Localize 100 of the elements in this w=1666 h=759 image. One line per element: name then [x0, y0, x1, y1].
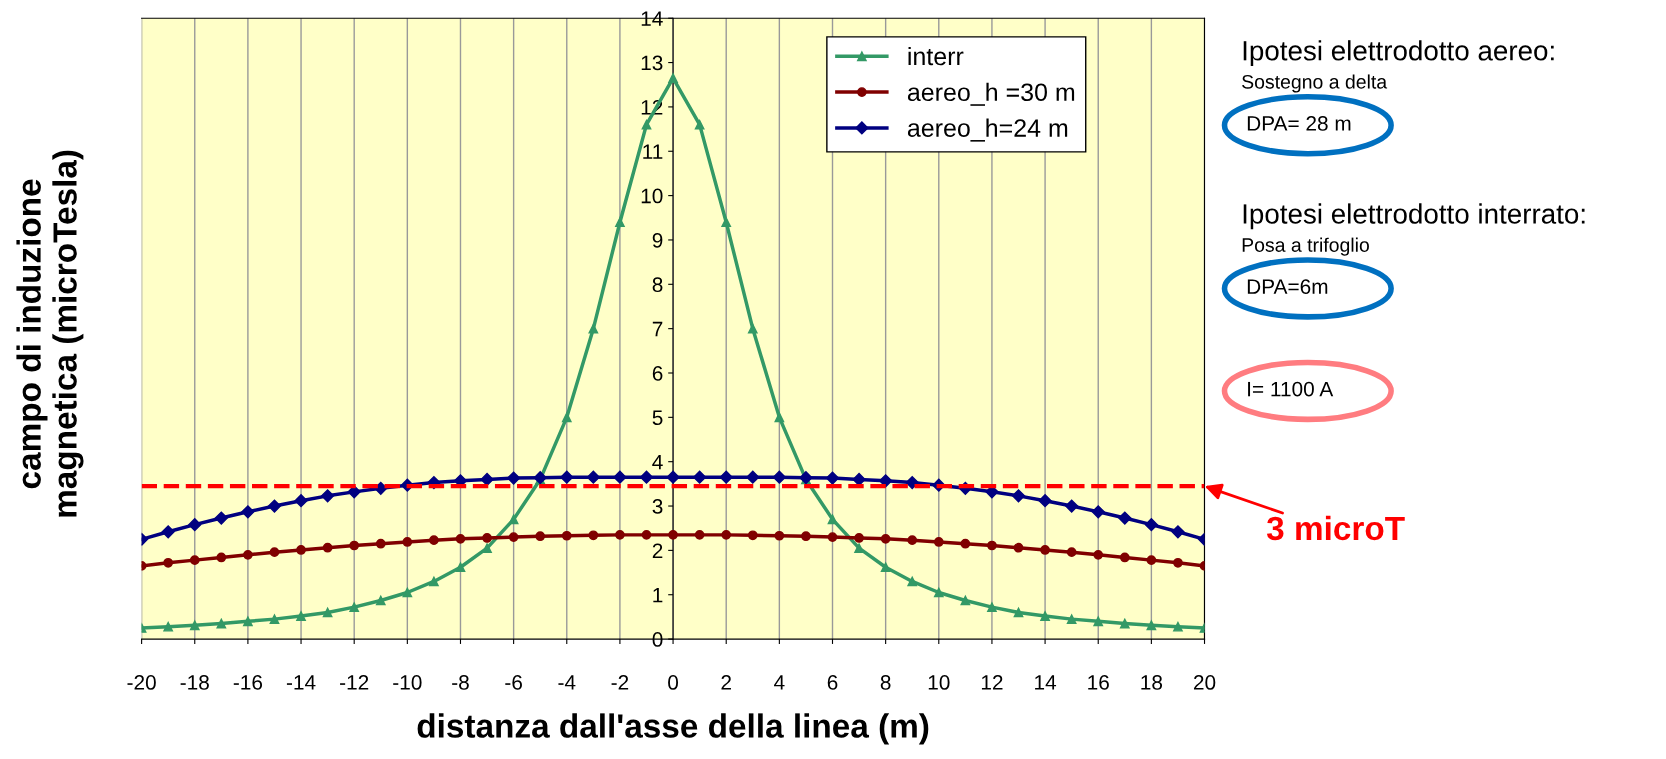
point: [269, 547, 280, 558]
point: [1011, 489, 1026, 503]
x-tick-label: 16: [1088, 675, 1109, 690]
x-tick-label: 2: [721, 675, 731, 690]
point: [188, 518, 202, 532]
point: [429, 576, 439, 587]
point: [189, 620, 200, 631]
point: [296, 611, 306, 621]
point: [1118, 511, 1132, 525]
point: [694, 530, 705, 540]
x-tick-label: -16: [233, 675, 263, 690]
point: [987, 540, 997, 551]
point: [214, 511, 228, 525]
point: [296, 545, 306, 555]
point: [641, 119, 652, 130]
point: [1066, 614, 1077, 624]
point: [719, 470, 733, 484]
y-tick-label: 13: [641, 55, 663, 71]
point: [588, 530, 599, 541]
x-tick-label: -6: [505, 675, 522, 690]
point: [747, 530, 758, 541]
point: [1173, 557, 1183, 568]
point: [480, 472, 494, 487]
point: [561, 530, 572, 541]
point: [1093, 616, 1104, 627]
point: [1146, 620, 1157, 631]
point: [907, 576, 918, 587]
point: [269, 614, 280, 624]
y-axis-title: campo di induzione magnetica (microTesla): [16, 150, 84, 517]
point: [507, 471, 521, 485]
y-tick-label: 7: [652, 321, 663, 337]
point: [987, 602, 997, 613]
point: [349, 540, 360, 551]
y-tick-label: 3: [652, 499, 663, 514]
text: I= 1100 A: [1248, 381, 1334, 397]
point: [827, 514, 838, 525]
y-tick-label: 9: [652, 232, 663, 248]
y-tick-label: 1: [653, 587, 663, 603]
x-tick-label: -20: [127, 675, 156, 690]
point: [586, 470, 600, 484]
point: [1093, 549, 1104, 560]
point: [1040, 545, 1050, 555]
point: [774, 412, 785, 423]
point: [1171, 525, 1185, 539]
point: [666, 470, 680, 484]
legend-label: aereo_h =30 m: [907, 82, 1075, 106]
x-tick-label: -2: [611, 675, 629, 690]
y-tick-label: 4: [652, 454, 663, 470]
point: [189, 555, 200, 566]
x-tick-label: -12: [340, 675, 369, 690]
text: DPA=6m: [1247, 279, 1328, 295]
point: [668, 530, 678, 540]
x-tick-label: 20: [1193, 675, 1216, 690]
point: [375, 595, 386, 606]
point: [482, 543, 492, 554]
point: [827, 532, 838, 542]
point: [721, 530, 732, 540]
point: [746, 470, 760, 484]
point: [721, 217, 732, 228]
point: [933, 537, 944, 547]
point: [1040, 611, 1050, 621]
y-tick-label: 2: [652, 543, 663, 558]
point: [907, 535, 918, 546]
point: [1066, 547, 1077, 558]
x-tick-label: 8: [880, 675, 891, 690]
point: [880, 533, 891, 544]
x-tick-label: 18: [1141, 675, 1163, 690]
legend-label: aereo_h=24 m: [907, 118, 1068, 142]
text: DPA= 28 m: [1247, 116, 1351, 131]
point: [482, 533, 492, 543]
y-tick-label: 5: [652, 410, 663, 426]
point: [243, 616, 253, 627]
x-tick-label: 4: [774, 675, 785, 690]
x-tick-label: 14: [1035, 675, 1057, 690]
point: [905, 475, 919, 490]
point: [560, 470, 574, 484]
point: [1119, 618, 1130, 629]
point: [322, 607, 333, 618]
x-tick-label: -10: [393, 675, 422, 690]
point: [535, 531, 546, 542]
point: [508, 532, 519, 542]
point: [161, 525, 175, 539]
point: [508, 514, 519, 525]
x-axis-title: distanza dall'asse della linea (m): [417, 713, 929, 745]
point: [561, 412, 572, 423]
point: [933, 587, 944, 598]
point: [321, 489, 335, 503]
point: [1144, 518, 1158, 532]
point: [1065, 499, 1079, 513]
point: [960, 538, 971, 549]
x-tick-label: -18: [180, 675, 209, 690]
point: [294, 494, 308, 508]
point: [322, 542, 333, 553]
point: [694, 119, 705, 130]
point: [455, 562, 466, 573]
x-tick-label: -4: [558, 675, 576, 690]
ref-line-label: 3 microT: [1266, 515, 1405, 541]
point: [668, 73, 678, 83]
point: [455, 533, 466, 544]
point: [1173, 621, 1183, 632]
